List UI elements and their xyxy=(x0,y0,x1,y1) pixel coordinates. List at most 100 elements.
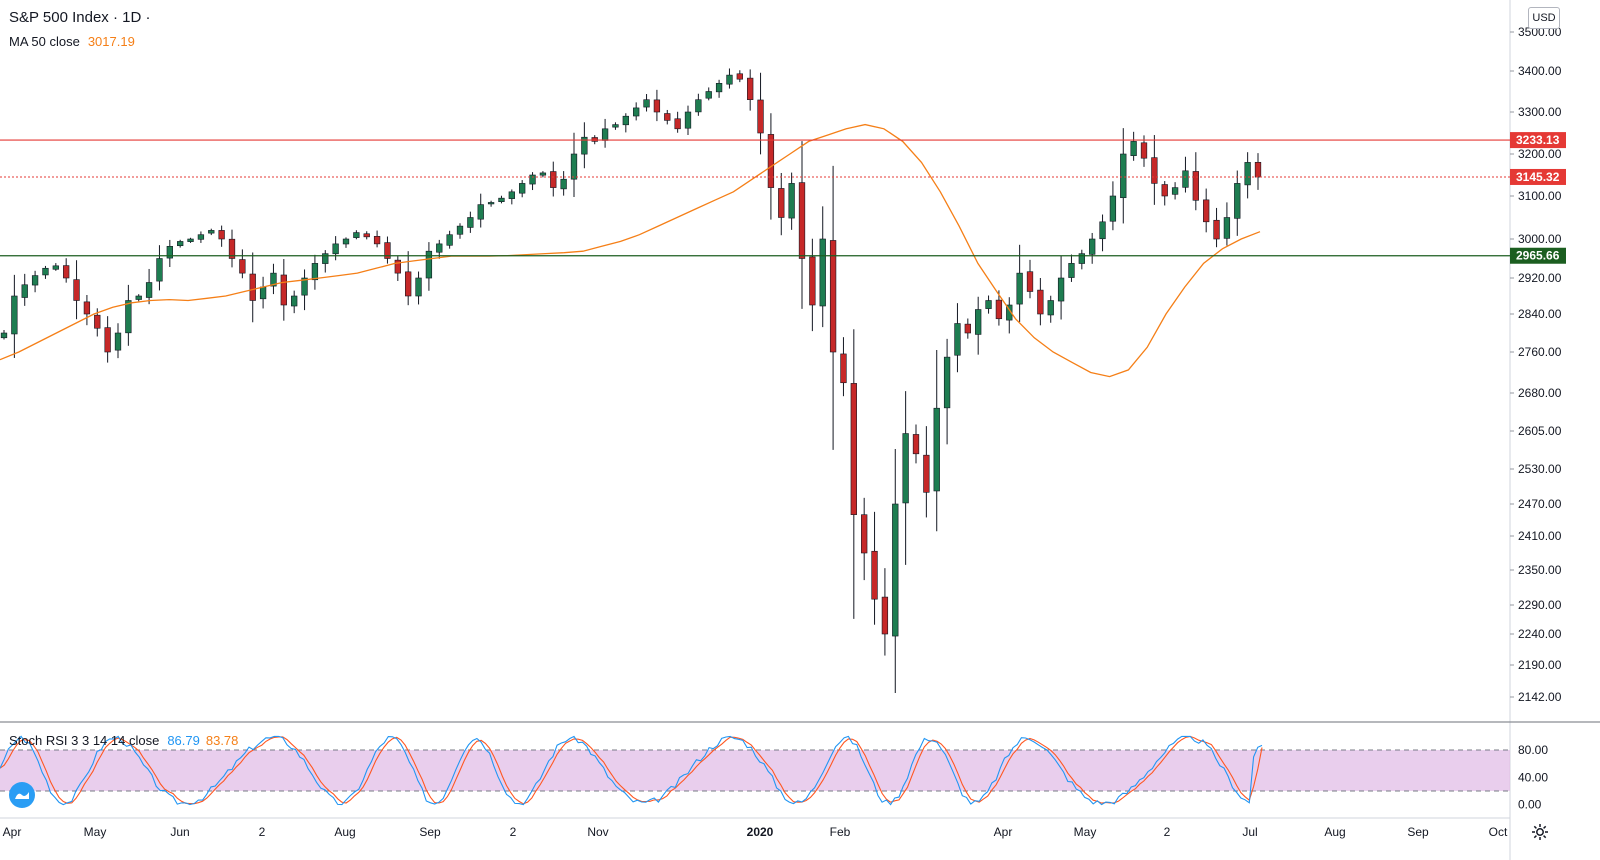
candle-body xyxy=(1078,253,1085,264)
candle-body xyxy=(985,300,992,309)
candle-body xyxy=(1171,187,1179,195)
candle-body xyxy=(498,197,505,203)
candle-body xyxy=(259,286,267,300)
candle-body xyxy=(643,99,650,108)
time-tick-label: Oct xyxy=(1489,825,1508,839)
candle-body xyxy=(1130,141,1137,156)
candle-body xyxy=(373,235,381,245)
candle-body xyxy=(591,137,598,142)
candle-body xyxy=(840,353,847,384)
candle-body xyxy=(767,134,775,188)
candle-body xyxy=(394,259,401,274)
candle-body xyxy=(94,314,101,329)
candle-body xyxy=(508,191,515,199)
price-tick-label: 3200.00 xyxy=(1518,147,1562,161)
candle-body xyxy=(239,259,246,274)
stoch-d-value: 83.78 xyxy=(205,733,239,748)
ma-legend: MA 50 close 3017.19 xyxy=(9,34,135,49)
candle-body xyxy=(570,153,578,180)
candle-body xyxy=(1026,271,1034,292)
candle-body xyxy=(1234,183,1241,219)
candle-body xyxy=(291,295,298,307)
candle-body xyxy=(1037,289,1044,315)
candle-body xyxy=(353,232,360,238)
candle-body xyxy=(363,233,370,238)
candle-body xyxy=(166,246,173,259)
candle-body xyxy=(1057,277,1065,302)
candle-body xyxy=(280,274,287,306)
candle-body xyxy=(125,300,132,334)
candle-body xyxy=(156,258,163,282)
candle-body xyxy=(757,99,764,134)
time-tick-label: 2 xyxy=(510,825,517,839)
time-tick-label: Nov xyxy=(587,825,608,839)
price-tick-label: 2840.00 xyxy=(1518,307,1562,321)
last-price-label: 3145.32 xyxy=(1516,170,1560,184)
candle-body xyxy=(104,327,111,353)
candle-body xyxy=(436,243,443,253)
resistance-price-label: 3233.13 xyxy=(1516,133,1560,147)
tradingview-logo-icon[interactable] xyxy=(9,782,35,808)
time-tick-label: 2020 xyxy=(747,825,774,839)
candle-body xyxy=(892,503,899,637)
candle-body xyxy=(1223,217,1231,239)
price-tick-label: 3100.00 xyxy=(1518,189,1562,203)
candle-body xyxy=(1203,199,1210,223)
candle-body xyxy=(798,182,806,259)
candle-body xyxy=(1068,263,1075,278)
candle-body xyxy=(83,301,91,315)
price-tick-label: 2530.00 xyxy=(1518,462,1562,476)
candle-body xyxy=(871,550,878,600)
candle-body xyxy=(177,241,184,247)
candle-body xyxy=(622,115,629,126)
candle-body xyxy=(923,454,930,493)
price-tick-label: 2350.00 xyxy=(1518,563,1562,577)
candle-body xyxy=(477,204,484,220)
price-tick-label: 2290.00 xyxy=(1518,598,1562,612)
price-tick-label: 3000.00 xyxy=(1518,232,1562,246)
candle-body xyxy=(539,172,547,176)
candle-body xyxy=(1244,162,1251,186)
stoch-rsi-label: Stoch RSI 3 3 14 14 close xyxy=(9,733,160,748)
ma-label: MA 50 close xyxy=(9,34,80,49)
candle-body xyxy=(197,234,205,240)
candle-body xyxy=(11,295,18,335)
price-tick-label: 2920.00 xyxy=(1518,271,1562,285)
candle-body xyxy=(653,99,661,113)
resistance-price-tag xyxy=(1510,132,1566,149)
candle-body xyxy=(715,83,723,93)
time-tick-label: Feb xyxy=(830,825,851,839)
candle-body xyxy=(933,407,940,492)
candle-body xyxy=(332,243,339,255)
candle-body xyxy=(1213,219,1220,240)
time-tick-label: Jun xyxy=(170,825,189,839)
candle-body xyxy=(135,295,142,300)
support-price-tag xyxy=(1510,247,1566,264)
candle-body xyxy=(964,323,971,334)
candle-body xyxy=(487,202,495,205)
support-price-label: 2965.66 xyxy=(1516,249,1560,263)
candle-body xyxy=(529,174,536,185)
candle-body xyxy=(415,277,422,297)
candle-body xyxy=(52,265,59,270)
candle-body xyxy=(560,178,567,190)
gear-icon[interactable] xyxy=(1530,822,1550,842)
candle-body xyxy=(1151,157,1158,184)
price-tick-label: 2142.00 xyxy=(1518,690,1562,704)
ma-value: 3017.19 xyxy=(87,34,135,49)
candle-body xyxy=(664,113,671,121)
candle-body xyxy=(975,309,982,335)
time-tick-label: Apr xyxy=(994,825,1013,839)
candle-body xyxy=(218,230,225,240)
candle-body xyxy=(384,242,391,259)
candle-body xyxy=(63,265,70,279)
candle-body xyxy=(0,332,8,339)
time-tick-label: Apr xyxy=(3,825,22,839)
candle-body xyxy=(695,99,702,113)
candle-body xyxy=(601,128,609,141)
stoch-rsi-legend: Stoch RSI 3 3 14 14 close 86.79 83.78 xyxy=(9,733,238,748)
candle-body xyxy=(736,73,743,80)
currency-button[interactable]: USD xyxy=(1528,7,1560,29)
candle-body xyxy=(726,74,733,85)
